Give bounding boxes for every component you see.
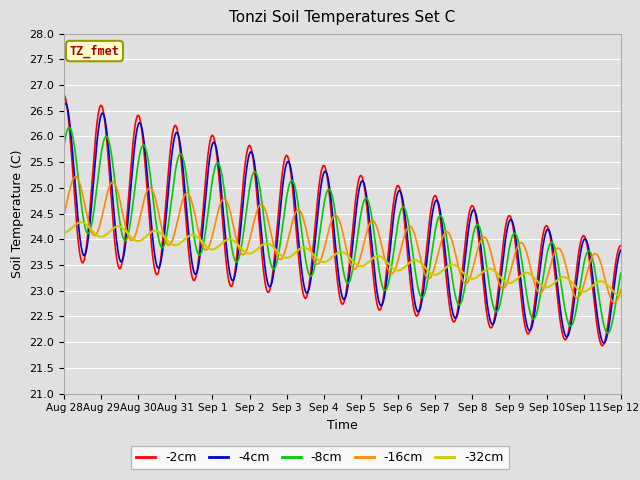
-4cm xyxy=(61,100,69,106)
-8cm xyxy=(60,143,68,148)
-2cm xyxy=(502,224,509,230)
-2cm xyxy=(617,243,625,249)
-4cm xyxy=(617,247,625,252)
-4cm xyxy=(600,340,607,346)
-32cm xyxy=(502,279,509,285)
-16cm xyxy=(429,269,437,275)
-16cm xyxy=(184,191,192,197)
Y-axis label: Soil Temperature (C): Soil Temperature (C) xyxy=(11,149,24,278)
Line: -16cm: -16cm xyxy=(64,177,621,303)
Text: TZ_fmet: TZ_fmet xyxy=(70,44,120,58)
-4cm xyxy=(246,149,254,155)
-32cm xyxy=(184,233,192,239)
Legend: -2cm, -4cm, -8cm, -16cm, -32cm: -2cm, -4cm, -8cm, -16cm, -32cm xyxy=(131,446,509,469)
-8cm xyxy=(171,173,179,179)
-2cm xyxy=(598,343,606,348)
-16cm xyxy=(72,174,79,180)
-32cm xyxy=(429,272,437,277)
-16cm xyxy=(611,300,618,306)
-8cm xyxy=(617,270,625,276)
-8cm xyxy=(429,240,437,246)
-8cm xyxy=(65,124,73,130)
-4cm xyxy=(184,225,192,231)
-2cm xyxy=(429,197,436,203)
-8cm xyxy=(502,267,509,273)
-16cm xyxy=(502,282,509,288)
-32cm xyxy=(617,293,625,299)
-8cm xyxy=(551,246,559,252)
-4cm xyxy=(551,261,559,266)
Line: -2cm: -2cm xyxy=(64,96,621,346)
-4cm xyxy=(429,206,437,212)
-8cm xyxy=(184,187,192,193)
-32cm xyxy=(60,230,68,236)
-2cm xyxy=(246,143,254,149)
-4cm xyxy=(171,133,179,139)
Line: -4cm: -4cm xyxy=(64,103,621,343)
-16cm xyxy=(551,249,559,254)
-4cm xyxy=(60,102,68,108)
-16cm xyxy=(171,230,179,236)
-2cm xyxy=(60,93,68,98)
-32cm xyxy=(551,279,559,285)
-2cm xyxy=(184,240,191,246)
-32cm xyxy=(77,219,85,225)
-2cm xyxy=(551,269,559,275)
Line: -8cm: -8cm xyxy=(64,127,621,333)
-8cm xyxy=(246,180,254,186)
-16cm xyxy=(246,234,254,240)
Title: Tonzi Soil Temperatures Set C: Tonzi Soil Temperatures Set C xyxy=(229,11,456,25)
-16cm xyxy=(60,212,68,218)
-32cm xyxy=(246,251,254,256)
-2cm xyxy=(170,123,178,129)
-4cm xyxy=(502,234,509,240)
Line: -32cm: -32cm xyxy=(64,222,621,296)
-8cm xyxy=(604,330,611,336)
X-axis label: Time: Time xyxy=(327,419,358,432)
-32cm xyxy=(171,242,179,248)
-16cm xyxy=(617,287,625,293)
